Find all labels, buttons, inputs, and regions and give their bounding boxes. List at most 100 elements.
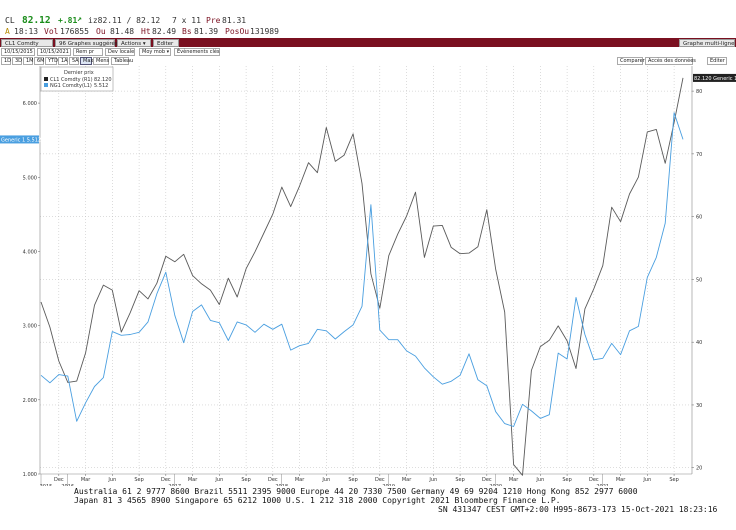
left-axis-tick-label: 3.000 <box>23 324 37 330</box>
period-1d[interactable]: 1D <box>1 57 11 65</box>
period-3d[interactable]: 3D <box>12 57 22 65</box>
quote-header: CL 82.12 +.81 ↗ iz82.11 / 82.12 7 x 11 P… <box>0 0 736 38</box>
x-axis-tick-label: Sep <box>562 477 571 483</box>
x-axis-tick-label: Jun <box>535 477 544 483</box>
year-label: 2020 <box>489 484 502 486</box>
volume: 176855 <box>60 27 89 36</box>
high-label: Ht <box>141 27 151 36</box>
suggested-charts-button[interactable]: 96 Graphes suggérés <box>55 39 118 47</box>
prev-label: Pre <box>206 16 221 25</box>
right-value-tag <box>693 73 736 82</box>
legend-label-cl1: CL1 Comdty <box>50 77 81 83</box>
legend-swatch-cl1 <box>44 77 48 81</box>
x-axis-tick-label: Jun <box>642 477 651 483</box>
actions-menu[interactable]: Actions ▾ <box>117 39 151 47</box>
left-axis-tick-label: 6.000 <box>23 101 37 107</box>
bid-ask-size: 7 x 11 <box>172 16 201 25</box>
time-prefix: A <box>5 27 10 36</box>
period-1a[interactable]: 1A <box>58 57 68 65</box>
x-axis-tick-label: Jun <box>107 477 116 483</box>
x-axis-tick-label: Mar <box>402 477 412 483</box>
period-5a[interactable]: 5A <box>69 57 79 65</box>
period-max[interactable]: Max <box>80 57 93 65</box>
edit-menu[interactable]: Editer <box>153 39 179 47</box>
low-price: 81.39 <box>194 27 219 36</box>
x-axis-tick-label: Sep <box>348 477 357 483</box>
x-axis-tick-label: Mar <box>188 477 198 483</box>
chart-controls: 10/15/2015 10/15/2021 Rem pr Dev locale … <box>0 47 736 65</box>
x-axis-tick-label: Jun <box>214 477 223 483</box>
year-label: 2016 <box>61 484 74 486</box>
period-1m[interactable]: 1M <box>23 57 34 65</box>
x-axis-tick-label: Dec <box>268 477 278 483</box>
period-6m[interactable]: 6M <box>34 57 45 65</box>
x-axis-tick-label: Dec <box>54 477 64 483</box>
menu-bar: CL1 Comdty 96 Graphes suggérés Actions ▾… <box>0 38 736 47</box>
period-ytd[interactable]: YTD <box>45 57 58 65</box>
footer: Australia 61 2 9777 8600 Brazil 5511 239… <box>0 486 736 530</box>
x-axis-tick-label: Jun <box>428 477 437 483</box>
low-label: Bs <box>182 27 192 36</box>
year-label: 2017 <box>168 484 181 486</box>
price-chart: 1.000 2.000 3.000 4.000 5.000 6.000 20 30 40 50 6… <box>0 66 736 486</box>
open-label: Ou <box>96 27 106 36</box>
end-date-input[interactable]: 10/15/2021 <box>37 48 71 56</box>
start-date-input[interactable]: 10/15/2015 <box>1 48 35 56</box>
left-value-tag <box>0 135 39 144</box>
legend-axis-ng1: (L1) <box>82 83 92 89</box>
x-axis-tick-label: Sep <box>241 477 250 483</box>
legend-title: Dernier prix <box>64 70 94 76</box>
local-currency-select[interactable]: Dev locale <box>105 48 135 56</box>
legend-value-ng1: 5.512 <box>94 83 108 89</box>
left-axis-tick-label: 1.000 <box>23 472 37 478</box>
year-label: 2019 <box>382 484 395 486</box>
left-axis-tick-label: 2.000 <box>23 398 37 404</box>
left-axis-tick-label: 4.000 <box>23 249 37 255</box>
x-axis-tick-label: Sep <box>455 477 464 483</box>
right-axis-tick-label: 80 <box>696 89 702 95</box>
table-button[interactable]: Tableau <box>111 57 133 65</box>
left-value-tag-text: Generic 1 5.512 <box>1 137 41 143</box>
legend-value-cl1: 82.120 <box>94 77 112 83</box>
open-interest: 131989 <box>250 27 279 36</box>
key-events-checkbox[interactable]: Évènements clés <box>174 48 220 56</box>
footer-contacts-1: Australia 61 2 9777 8600 Brazil 5511 239… <box>74 487 638 496</box>
ticker: CL <box>5 16 15 25</box>
frequency-select[interactable]: Mens ▾ <box>93 57 113 65</box>
legend-label-ng1: NG1 Comdty <box>50 83 82 89</box>
compare-menu[interactable]: Comparer ▾ <box>617 57 649 65</box>
right-axis-tick-label: 30 <box>696 403 702 409</box>
price-change: +.81 <box>58 16 78 25</box>
right-axis-tick-label: 70 <box>696 152 702 158</box>
prev-close: 81.31 <box>222 16 247 25</box>
last-time: 18:13 <box>14 27 39 36</box>
year-label: 2015 <box>40 484 53 486</box>
quota-select[interactable]: Rem pr <box>73 48 103 56</box>
x-axis-tick-label: Sep <box>669 477 678 483</box>
year-label: 2018 <box>275 484 288 486</box>
x-axis-tick-label: Dec <box>482 477 492 483</box>
edit-chart-button[interactable]: Editer <box>707 57 727 65</box>
last-price: 82.12 <box>22 15 51 26</box>
x-axis-tick-label: Mar <box>509 477 519 483</box>
right-value-tag-text: 82.120 Generic 1 <box>694 76 736 82</box>
x-axis-tick-label: Jun <box>321 477 330 483</box>
legend-swatch-ng1 <box>44 83 48 87</box>
right-axis-tick-label: 50 <box>696 277 702 283</box>
open-price: 81.48 <box>110 27 135 36</box>
x-axis-tick-label: Mar <box>81 477 91 483</box>
open-interest-label: PosOu <box>225 27 250 36</box>
right-axis-tick-label: 60 <box>696 215 702 221</box>
multi-line-chart-button[interactable]: Graphe multi-ligne <box>679 39 735 47</box>
x-axis-tick-label: Dec <box>375 477 385 483</box>
legend: Dernier prix CL1 Comdty (R1) 82.120 NG1 … <box>40 66 114 92</box>
moving-average-select[interactable]: Moy mob ▾ <box>139 48 171 56</box>
data-access-button[interactable]: Accès des données <box>645 57 696 65</box>
x-axis-tick-label: Dec <box>589 477 599 483</box>
security-button[interactable]: CL1 Comdty <box>1 39 53 47</box>
plot-area <box>40 66 692 474</box>
footer-session-info: SN 431347 CEST GMT+2:00 H995-8673-173 15… <box>438 505 718 514</box>
right-axis-tick-label: 20 <box>696 466 702 472</box>
x-axis-tick-label: Sep <box>134 477 143 483</box>
volume-label: Vol <box>44 27 59 36</box>
